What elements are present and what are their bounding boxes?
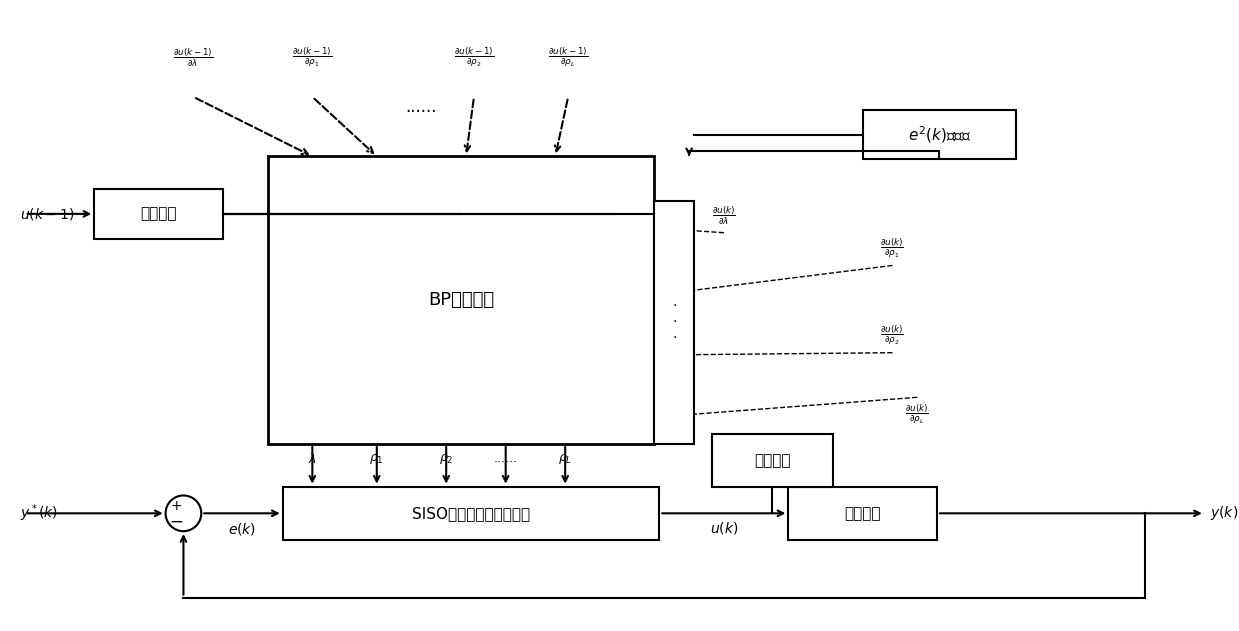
Text: +: + <box>171 499 182 514</box>
Text: −: − <box>170 512 183 530</box>
Text: $u(k-1)$: $u(k-1)$ <box>20 206 74 222</box>
Text: 梯度信息: 梯度信息 <box>755 453 790 468</box>
Text: $\frac{\partial u(k-1)}{\partial \rho_1}$: $\frac{\partial u(k-1)}{\partial \rho_1}… <box>292 45 332 69</box>
Bar <box>268 156 654 444</box>
Text: $y(k)$: $y(k)$ <box>1209 504 1238 522</box>
Text: $\lambda$: $\lambda$ <box>309 452 317 466</box>
Text: ·
·
·: · · · <box>672 298 676 345</box>
Text: ......: ...... <box>493 452 518 465</box>
Bar <box>94 189 223 239</box>
Text: BP神经网络: BP神经网络 <box>427 291 494 309</box>
Text: $\frac{\partial u(k-1)}{\partial \rho_L}$: $\frac{\partial u(k-1)}{\partial \rho_L}… <box>548 45 589 69</box>
Text: $\rho_L$: $\rho_L$ <box>558 452 572 466</box>
Text: $\frac{\partial u(k)}{\partial \rho_L}$: $\frac{\partial u(k)}{\partial \rho_L}$ <box>906 402 929 426</box>
Text: ......: ...... <box>405 98 437 115</box>
Text: $\rho_2$: $\rho_2$ <box>439 452 453 466</box>
Text: 偏导信息: 偏导信息 <box>140 206 177 221</box>
Text: $\frac{\partial u(k-1)}{\partial \rho_2}$: $\frac{\partial u(k-1)}{\partial \rho_2}… <box>453 45 494 69</box>
Text: $\frac{\partial u(k-1)}{\partial \lambda}$: $\frac{\partial u(k-1)}{\partial \lambda… <box>173 46 213 69</box>
Text: $u(k)$: $u(k)$ <box>710 520 738 536</box>
Text: $y^*(k)$: $y^*(k)$ <box>20 502 58 524</box>
Text: $\frac{\partial u(k)}{\partial \lambda}$: $\frac{\partial u(k)}{\partial \lambda}$ <box>712 204 736 227</box>
Text: $e(k)$: $e(k)$ <box>228 521 256 537</box>
Bar <box>788 487 937 540</box>
Bar <box>282 487 659 540</box>
Text: SISO偏格式无模型控制器: SISO偏格式无模型控制器 <box>411 506 530 521</box>
Text: $\frac{\partial u(k)}{\partial \rho_1}$: $\frac{\partial u(k)}{\partial \rho_1}$ <box>881 237 904 261</box>
Bar <box>712 434 833 487</box>
Text: $\rho_1$: $\rho_1$ <box>369 452 384 466</box>
Bar <box>862 110 1016 160</box>
Bar <box>654 201 694 444</box>
Text: 被控对象: 被控对象 <box>845 506 881 521</box>
Text: $e^2(k)$最小化: $e^2(k)$最小化 <box>908 124 971 145</box>
Text: $\frac{\partial u(k)}{\partial \rho_2}$: $\frac{\partial u(k)}{\partial \rho_2}$ <box>881 323 904 347</box>
